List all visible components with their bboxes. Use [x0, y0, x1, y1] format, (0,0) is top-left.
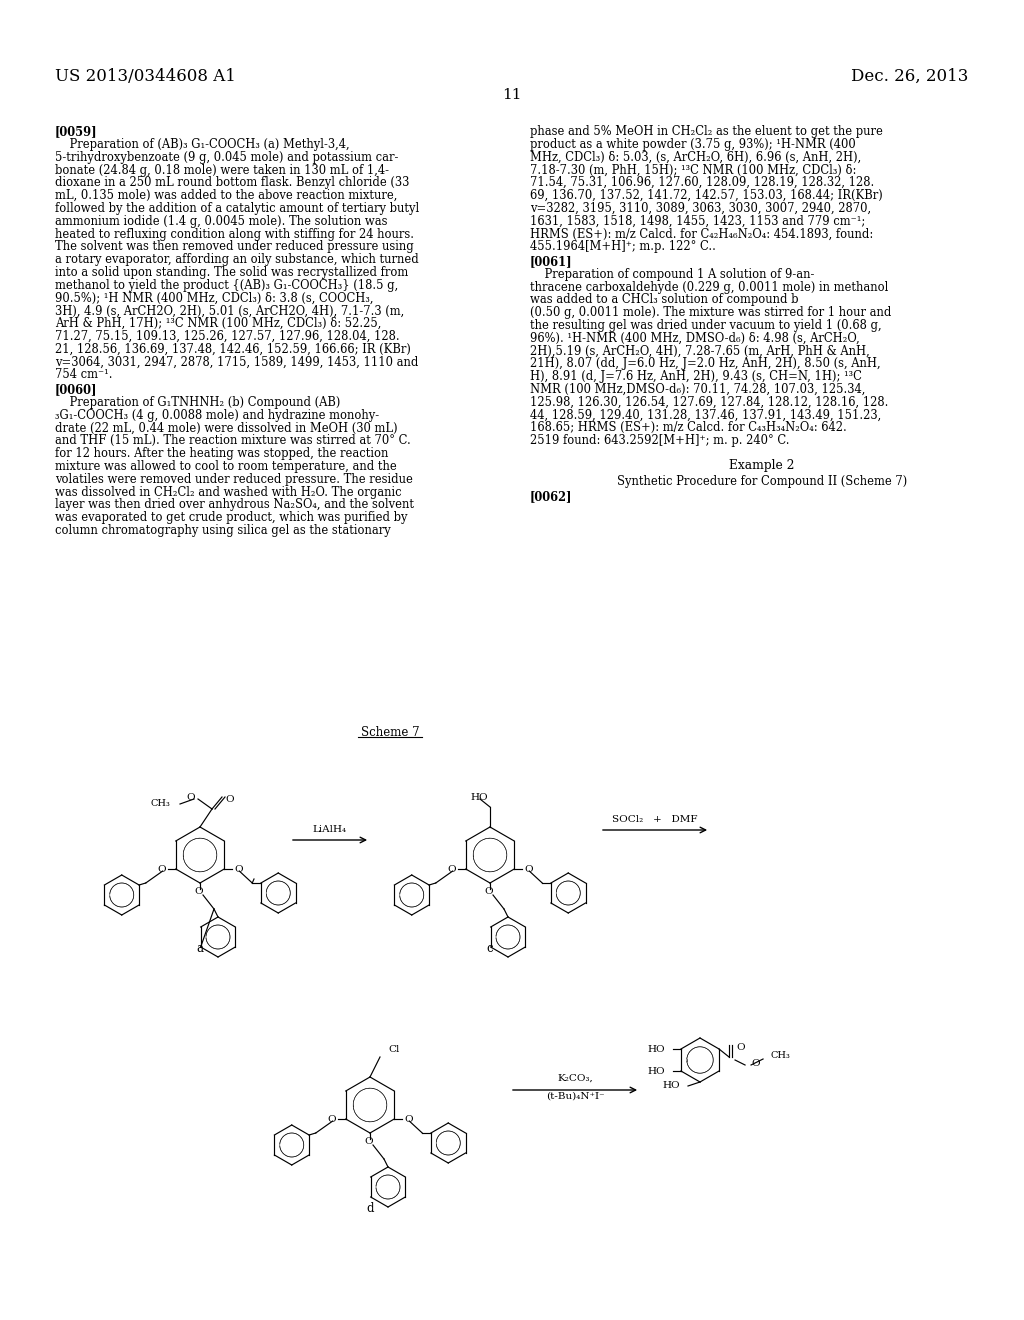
Text: layer was then dried over anhydrous Na₂SO₄, and the solvent: layer was then dried over anhydrous Na₂S… — [55, 499, 414, 511]
Text: Preparation of G₁TNHNH₂ (b) Compound (AB): Preparation of G₁TNHNH₂ (b) Compound (AB… — [55, 396, 340, 409]
Text: O: O — [186, 793, 196, 803]
Text: NMR (100 MHz,DMSO-d₆): 70.11, 74.28, 107.03, 125.34,: NMR (100 MHz,DMSO-d₆): 70.11, 74.28, 107… — [530, 383, 865, 396]
Text: 168.65; HRMS (ES+): m/z Calcd. for C₄₃H₃₄N₂O₄: 642.: 168.65; HRMS (ES+): m/z Calcd. for C₄₃H₃… — [530, 421, 847, 434]
Text: phase and 5% MeOH in CH₂Cl₂ as the eluent to get the pure: phase and 5% MeOH in CH₂Cl₂ as the eluen… — [530, 125, 883, 139]
Text: O: O — [404, 1115, 413, 1125]
Text: followed by the addition of a catalytic amount of tertiary butyl: followed by the addition of a catalytic … — [55, 202, 419, 215]
Text: 69, 136.70, 137.52, 141.72, 142.57, 153.03, 168.44; IR(KBr): 69, 136.70, 137.52, 141.72, 142.57, 153.… — [530, 189, 883, 202]
Text: 21H), 8.07 (dd, J=6.0 Hz, J=2.0 Hz, AnH, 2H), 8.50 (s, AnH,: 21H), 8.07 (dd, J=6.0 Hz, J=2.0 Hz, AnH,… — [530, 358, 881, 371]
Text: heated to refluxing condition along with stiffing for 24 hours.: heated to refluxing condition along with… — [55, 227, 414, 240]
Text: 96%). ¹H-NMR (400 MHz, DMSO-d₆) δ: 4.98 (s, ArCH₂O,: 96%). ¹H-NMR (400 MHz, DMSO-d₆) δ: 4.98 … — [530, 331, 860, 345]
Text: c: c — [486, 941, 494, 954]
Text: O: O — [234, 866, 243, 874]
Text: O: O — [195, 887, 204, 896]
Text: 71.27, 75.15, 109.13, 125.26, 127.57, 127.96, 128.04, 128.: 71.27, 75.15, 109.13, 125.26, 127.57, 12… — [55, 330, 399, 343]
Text: HO: HO — [663, 1081, 680, 1090]
Text: K₂CO₃,: K₂CO₃, — [557, 1073, 593, 1082]
Text: 11: 11 — [502, 88, 522, 102]
Text: 455.1964[M+H]⁺; m.p. 122° C..: 455.1964[M+H]⁺; m.p. 122° C.. — [530, 240, 716, 253]
Text: LiAlH₄: LiAlH₄ — [313, 825, 347, 834]
Text: [0059]: [0059] — [55, 125, 97, 139]
Text: volatiles were removed under reduced pressure. The residue: volatiles were removed under reduced pre… — [55, 473, 413, 486]
Text: The solvent was then removed under reduced pressure using: The solvent was then removed under reduc… — [55, 240, 414, 253]
Text: 3H), 4.9 (s, ArCH2O, 2H), 5.01 (s, ArCH2O, 4H), 7.1-7.3 (m,: 3H), 4.9 (s, ArCH2O, 2H), 5.01 (s, ArCH2… — [55, 305, 404, 317]
Text: Synthetic Procedure for Compound II (Scheme 7): Synthetic Procedure for Compound II (Sch… — [616, 475, 907, 488]
Text: SOCl₂   +   DMF: SOCl₂ + DMF — [612, 816, 697, 825]
Text: (t-Bu)₄N⁺I⁻: (t-Bu)₄N⁺I⁻ — [546, 1092, 604, 1101]
Text: was dissolved in CH₂Cl₂ and washed with H₂O. The organic: was dissolved in CH₂Cl₂ and washed with … — [55, 486, 401, 499]
Text: 7.18-7.30 (m, PhH, 15H); ¹³C NMR (100 MHz, CDCl₃) δ:: 7.18-7.30 (m, PhH, 15H); ¹³C NMR (100 MH… — [530, 164, 856, 177]
Text: v=3064, 3031, 2947, 2878, 1715, 1589, 1499, 1453, 1110 and: v=3064, 3031, 2947, 2878, 1715, 1589, 14… — [55, 355, 419, 368]
Text: CH₃: CH₃ — [770, 1052, 790, 1060]
Text: d: d — [367, 1201, 374, 1214]
Text: mL, 0.135 mole) was added to the above reaction mixture,: mL, 0.135 mole) was added to the above r… — [55, 189, 397, 202]
Text: O: O — [524, 866, 532, 874]
Text: and THF (15 mL). The reaction mixture was stirred at 70° C.: and THF (15 mL). The reaction mixture wa… — [55, 434, 411, 447]
Text: the resulting gel was dried under vacuum to yield 1 (0.68 g,: the resulting gel was dried under vacuum… — [530, 319, 882, 333]
Text: HRMS (ES+): m/z Calcd. for C₄₂H₄₆N₂O₄: 454.1893, found:: HRMS (ES+): m/z Calcd. for C₄₂H₄₆N₂O₄: 4… — [530, 227, 873, 240]
Text: O: O — [157, 866, 166, 874]
Text: [0062]: [0062] — [530, 491, 572, 504]
Text: a: a — [197, 941, 204, 954]
Text: Cl: Cl — [388, 1044, 399, 1053]
Text: mixture was allowed to cool to room temperature, and the: mixture was allowed to cool to room temp… — [55, 459, 396, 473]
Text: 2H),5.19 (s, ArCH₂O, 4H), 7.28-7.65 (m, ArH, PhH & AnH,: 2H),5.19 (s, ArCH₂O, 4H), 7.28-7.65 (m, … — [530, 345, 869, 358]
Text: product as a white powder (3.75 g, 93%); ¹H-NMR (400: product as a white powder (3.75 g, 93%);… — [530, 137, 856, 150]
Text: bonate (24.84 g, 0.18 mole) were taken in 130 mL of 1,4-: bonate (24.84 g, 0.18 mole) were taken i… — [55, 164, 389, 177]
Text: [0061]: [0061] — [530, 255, 572, 268]
Text: Example 2: Example 2 — [729, 459, 795, 473]
Text: O: O — [751, 1060, 760, 1068]
Text: Dec. 26, 2013: Dec. 26, 2013 — [851, 69, 968, 84]
Text: CH₃: CH₃ — [151, 800, 170, 808]
Text: drate (22 mL, 0.44 mole) were dissolved in MeOH (30 mL): drate (22 mL, 0.44 mole) were dissolved … — [55, 421, 397, 434]
Text: O: O — [484, 887, 494, 896]
Text: O: O — [327, 1115, 336, 1125]
Text: column chromatography using silica gel as the stationary: column chromatography using silica gel a… — [55, 524, 391, 537]
Text: MHz, CDCl₃) δ: 5.03, (s, ArCH₂O, 6H), 6.96 (s, AnH, 2H),: MHz, CDCl₃) δ: 5.03, (s, ArCH₂O, 6H), 6.… — [530, 150, 861, 164]
Text: dioxane in a 250 mL round bottom flask. Benzyl chloride (33: dioxane in a 250 mL round bottom flask. … — [55, 177, 410, 189]
Text: O: O — [447, 866, 456, 874]
Text: 754 cm⁻¹.: 754 cm⁻¹. — [55, 368, 113, 381]
Text: (0.50 g, 0.0011 mole). The mixture was stirred for 1 hour and: (0.50 g, 0.0011 mole). The mixture was s… — [530, 306, 891, 319]
Text: 1631, 1583, 1518, 1498, 1455, 1423, 1153 and 779 cm⁻¹;: 1631, 1583, 1518, 1498, 1455, 1423, 1153… — [530, 215, 865, 227]
Text: 44, 128.59, 129.40, 131.28, 137.46, 137.91, 143.49, 151.23,: 44, 128.59, 129.40, 131.28, 137.46, 137.… — [530, 409, 882, 421]
Text: for 12 hours. After the heating was stopped, the reaction: for 12 hours. After the heating was stop… — [55, 447, 388, 461]
Text: 125.98, 126.30, 126.54, 127.69, 127.84, 128.12, 128.16, 128.: 125.98, 126.30, 126.54, 127.69, 127.84, … — [530, 396, 889, 409]
Text: [0060]: [0060] — [55, 383, 97, 396]
Text: 90.5%); ¹H NMR (400 MHz, CDCl₃) δ: 3.8 (s, COOCH₃,: 90.5%); ¹H NMR (400 MHz, CDCl₃) δ: 3.8 (… — [55, 292, 374, 305]
Text: H), 8.91 (d, J=7.6 Hz, AnH, 2H), 9.43 (s, CH=N, 1H); ¹³C: H), 8.91 (d, J=7.6 Hz, AnH, 2H), 9.43 (s… — [530, 370, 862, 383]
Text: ₃G₁-COOCH₃ (4 g, 0.0088 mole) and hydrazine monohy-: ₃G₁-COOCH₃ (4 g, 0.0088 mole) and hydraz… — [55, 409, 379, 422]
Text: Preparation of (AB)₃ G₁-COOCH₃ (a) Methyl-3,4,: Preparation of (AB)₃ G₁-COOCH₃ (a) Methy… — [55, 139, 349, 150]
Text: HO: HO — [470, 792, 488, 801]
Text: a rotary evaporator, affording an oily substance, which turned: a rotary evaporator, affording an oily s… — [55, 253, 419, 267]
Text: 2519 found: 643.2592[M+H]⁺; m. p. 240° C.: 2519 found: 643.2592[M+H]⁺; m. p. 240° C… — [530, 434, 790, 447]
Text: ammonium iodide (1.4 g, 0.0045 mole). The solution was: ammonium iodide (1.4 g, 0.0045 mole). Th… — [55, 215, 387, 228]
Text: US 2013/0344608 A1: US 2013/0344608 A1 — [55, 69, 236, 84]
Text: ArH & PhH, 17H); ¹³C NMR (100 MHz, CDCl₃) δ: 52.25,: ArH & PhH, 17H); ¹³C NMR (100 MHz, CDCl₃… — [55, 317, 381, 330]
Text: 5-trihydroxybenzoate (9 g, 0.045 mole) and potassium car-: 5-trihydroxybenzoate (9 g, 0.045 mole) a… — [55, 150, 398, 164]
Text: 21, 128.56, 136.69, 137.48, 142.46, 152.59, 166.66; IR (KBr): 21, 128.56, 136.69, 137.48, 142.46, 152.… — [55, 343, 411, 356]
Text: into a solid upon standing. The solid was recrystallized from: into a solid upon standing. The solid wa… — [55, 267, 409, 279]
Text: O: O — [225, 795, 234, 804]
Text: HO: HO — [647, 1044, 665, 1053]
Text: Scheme 7: Scheme 7 — [360, 726, 419, 739]
Text: HO: HO — [647, 1067, 665, 1076]
Text: O: O — [365, 1138, 374, 1147]
Text: was added to a CHCl₃ solution of compound b: was added to a CHCl₃ solution of compoun… — [530, 293, 799, 306]
Text: O: O — [736, 1043, 745, 1052]
Text: 71.54, 75.31, 106.96, 127.60, 128.09, 128.19, 128.32, 128.: 71.54, 75.31, 106.96, 127.60, 128.09, 12… — [530, 176, 874, 189]
Text: v=3282, 3195, 3110, 3089, 3063, 3030, 3007, 2940, 2870,: v=3282, 3195, 3110, 3089, 3063, 3030, 30… — [530, 202, 871, 215]
Text: Preparation of compound 1 A solution of 9-an-: Preparation of compound 1 A solution of … — [530, 268, 814, 281]
Text: thracene carboxaldehyde (0.229 g, 0.0011 mole) in methanol: thracene carboxaldehyde (0.229 g, 0.0011… — [530, 281, 889, 293]
Text: was evaporated to get crude product, which was purified by: was evaporated to get crude product, whi… — [55, 511, 408, 524]
Text: methanol to yield the product {(AB)₃ G₁-COOCH₃} (18.5 g,: methanol to yield the product {(AB)₃ G₁-… — [55, 279, 398, 292]
